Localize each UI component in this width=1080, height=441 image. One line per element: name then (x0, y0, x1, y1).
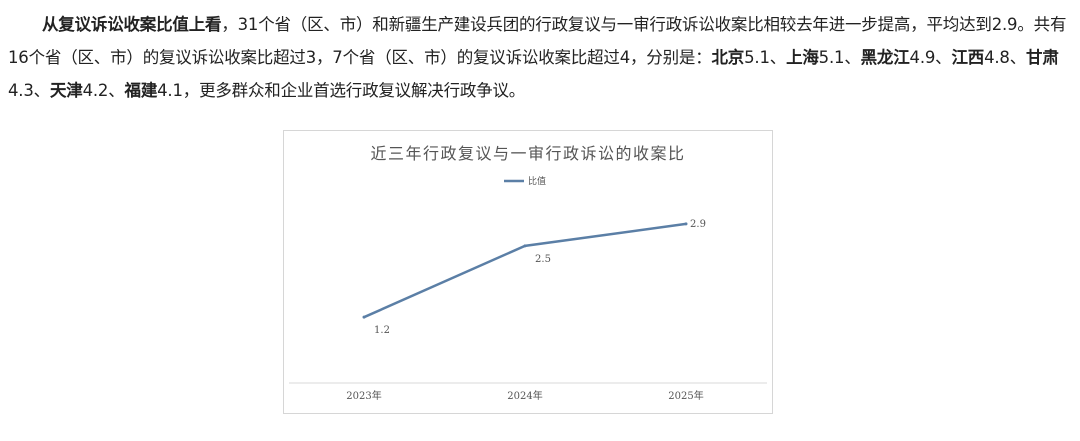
data-point (362, 315, 366, 319)
legend-label: 比值 (528, 175, 546, 187)
chart-title: 近三年行政复议与一审行政诉讼的收案比 (370, 144, 685, 163)
region-value-gansu: 4.3 (8, 81, 34, 100)
x-tick-label: 2024年 (507, 389, 542, 402)
series-line (363, 222, 687, 319)
line-chart: 近三年行政复议与一审行政诉讼的收案比 比值 1.2 2023年 2.5 2024年 2.… (283, 130, 773, 414)
x-tick-label: 2023年 (346, 389, 381, 402)
region-name-shanghai: 上海 (786, 48, 819, 67)
region-name-jiangxi: 江西 (951, 48, 985, 67)
data-label: 2.9 (690, 219, 706, 230)
chart-canvas: 近三年行政复议与一审行政诉讼的收案比 比值 1.2 2023年 2.5 2024年 2.… (289, 144, 767, 402)
lead-phrase: 从复议诉讼收案比值上看 (42, 15, 222, 34)
region-value-tianjin: 4.2 (82, 81, 109, 100)
region-value-beijing: 5.1 (744, 48, 770, 67)
data-label: 2.5 (535, 254, 551, 265)
region-name-tianjin: 天津 (49, 81, 83, 100)
region-name-heilongjiang: 黑龙江 (860, 48, 910, 67)
region-value-jiangxi: 4.8 (984, 48, 1010, 67)
data-label: 1.2 (374, 325, 390, 336)
region-value-fujian: 4.1 (157, 81, 183, 100)
data-point (523, 244, 527, 248)
region-value-shanghai: 5.1 (818, 48, 845, 67)
region-name-gansu: 甘肃 (1026, 48, 1059, 67)
separator: 、 (844, 48, 861, 67)
separator: 、 (935, 48, 952, 67)
paragraph-text: ，31个省（区、市）和新疆生产建设兵团的行政复议与一审行政诉讼收案比相较去年进一… (8, 15, 1067, 67)
separator: ， (182, 81, 200, 100)
separator: 、 (769, 48, 787, 67)
separator: 、 (33, 81, 51, 100)
separator: 、 (108, 81, 125, 100)
body-paragraph: 从复议诉讼收案比值上看，31个省（区、市）和新疆生产建设兵团的行政复议与一审行政… (8, 8, 1070, 107)
region-name-beijing: 北京 (711, 48, 745, 67)
x-tick-label: 2025年 (668, 389, 703, 402)
region-name-fujian: 福建 (124, 81, 158, 100)
region-value-heilongjiang: 4.9 (909, 48, 936, 67)
paragraph-ending: 更多群众和企业首选行政复议解决行政争议。 (199, 81, 526, 100)
chart-legend: 比值 (504, 175, 546, 187)
data-point (684, 222, 688, 226)
separator: 、 (1009, 48, 1027, 67)
